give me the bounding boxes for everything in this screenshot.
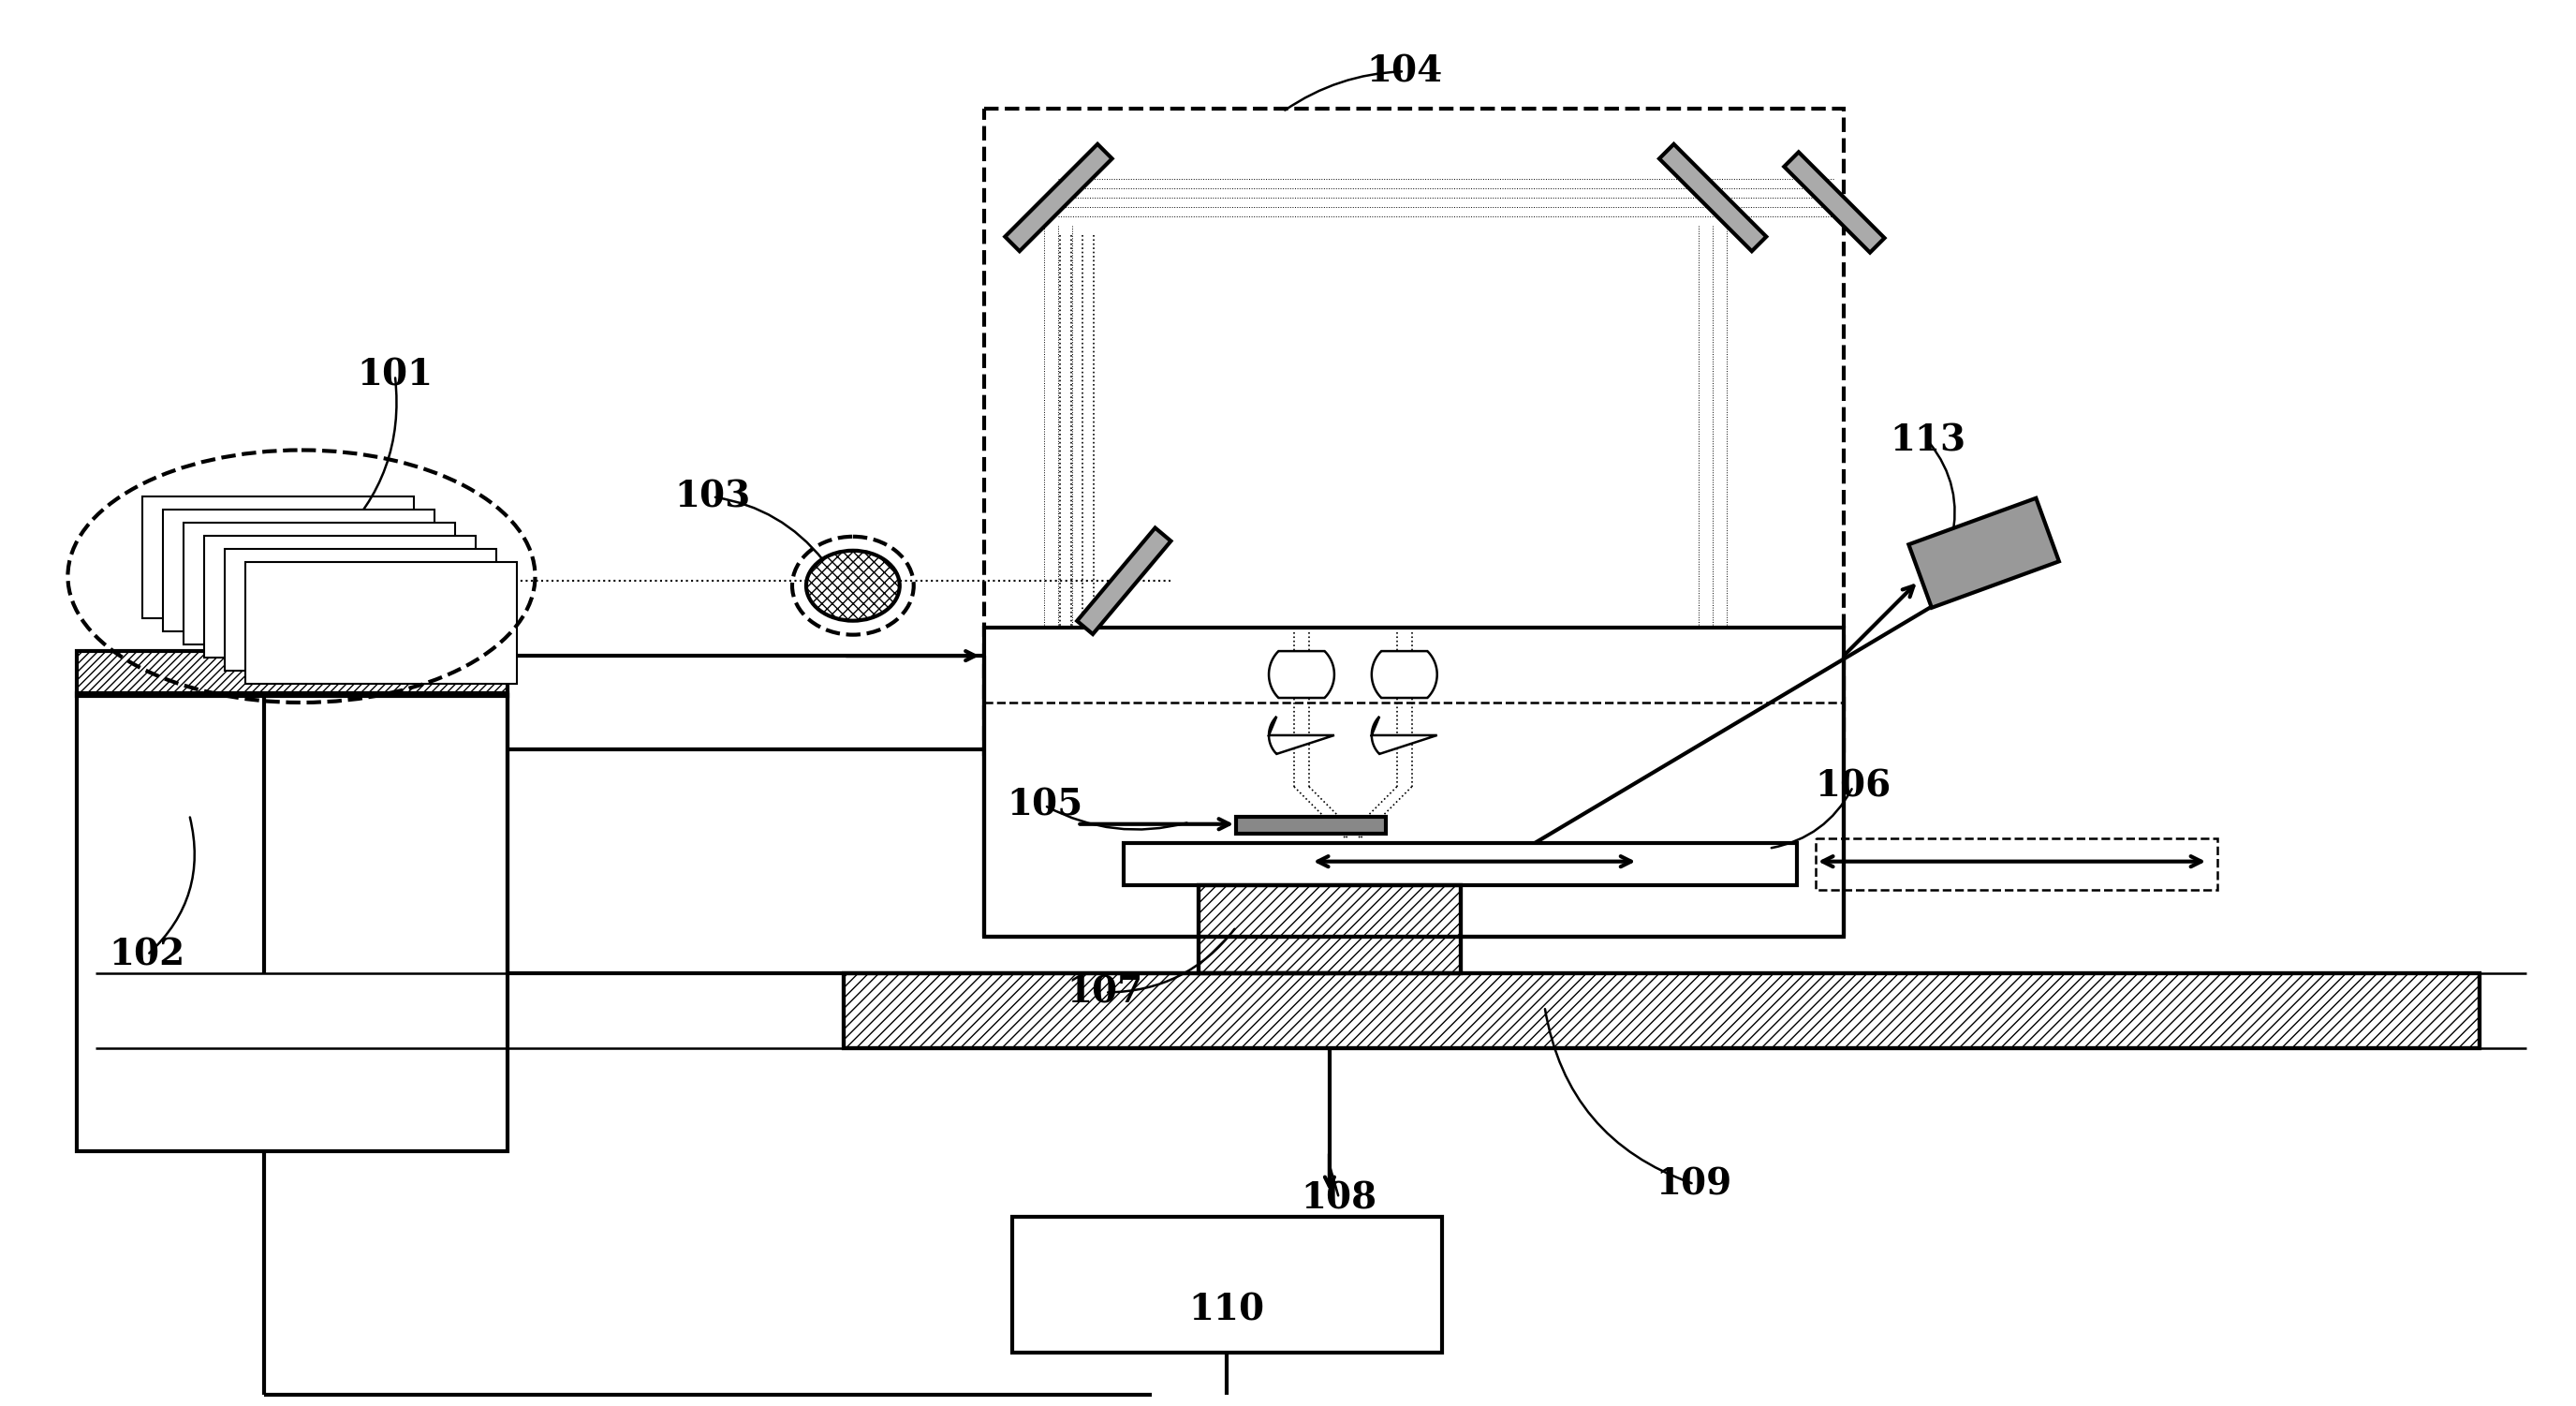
Bar [1816, 838, 2218, 890]
Text: 104: 104 [1365, 53, 1443, 89]
Bar [984, 627, 1844, 936]
Bar [245, 562, 515, 683]
Polygon shape [1659, 143, 1767, 252]
Bar [204, 536, 477, 658]
Text: 106: 106 [1816, 769, 1891, 804]
Text: 101: 101 [358, 357, 433, 394]
Bar [224, 550, 497, 671]
Bar [1236, 817, 1386, 834]
Bar [984, 108, 1844, 754]
Bar [1123, 842, 1798, 884]
Bar [77, 693, 507, 1152]
Bar [77, 651, 507, 696]
Polygon shape [1370, 651, 1437, 697]
Bar [162, 510, 435, 631]
Polygon shape [1909, 498, 2058, 607]
Polygon shape [1270, 651, 1334, 697]
Bar [1198, 884, 1461, 974]
Polygon shape [1270, 717, 1334, 754]
Text: 108: 108 [1301, 1180, 1378, 1216]
Bar [842, 974, 2478, 1049]
Text: 105: 105 [1007, 787, 1082, 823]
Text: 103: 103 [675, 479, 750, 515]
Ellipse shape [806, 551, 899, 620]
Polygon shape [1785, 152, 1886, 253]
Polygon shape [1005, 143, 1113, 252]
Text: 110: 110 [1188, 1292, 1265, 1329]
Text: 107: 107 [1066, 974, 1144, 1010]
Bar [842, 974, 2478, 1049]
Text: 102: 102 [108, 938, 185, 973]
Bar [1012, 1216, 1443, 1353]
Bar [183, 523, 456, 644]
Polygon shape [1077, 527, 1172, 634]
Polygon shape [1370, 717, 1437, 754]
Bar [142, 496, 415, 619]
Text: 109: 109 [1656, 1166, 1731, 1202]
Bar [1198, 884, 1461, 974]
Text: 113: 113 [1891, 423, 1965, 458]
